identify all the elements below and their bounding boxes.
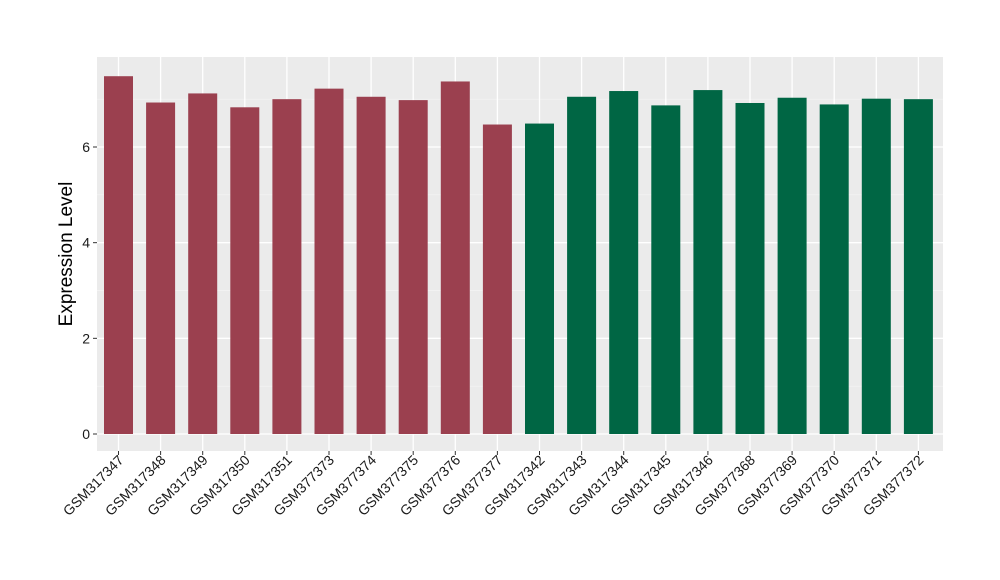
y-axis-title: Expression Level — [56, 182, 77, 327]
bar — [735, 102, 765, 434]
bar — [861, 98, 891, 435]
y-tick-label: 4 — [82, 235, 90, 251]
bar — [440, 81, 470, 435]
y-tick-label: 2 — [82, 330, 90, 346]
bar — [777, 97, 807, 435]
bar — [188, 93, 218, 434]
bar — [903, 99, 933, 435]
bar — [693, 90, 723, 434]
bar — [398, 100, 428, 434]
x-axis: GSM317347GSM317348GSM317349GSM317350GSM3… — [60, 451, 927, 519]
bar — [104, 76, 133, 434]
bar — [651, 105, 681, 434]
plot-panel — [97, 57, 943, 451]
bar — [230, 107, 260, 434]
bar — [482, 124, 512, 434]
bar — [525, 123, 554, 434]
y-tick-label: 6 — [82, 139, 90, 155]
bar — [272, 99, 302, 435]
bars — [104, 76, 933, 435]
bar — [819, 104, 849, 434]
bar — [567, 96, 597, 435]
y-axis: 0 2 4 6 — [82, 139, 97, 442]
bar — [356, 96, 386, 435]
bar — [146, 102, 176, 434]
bar — [314, 88, 344, 434]
bar — [609, 91, 639, 434]
y-tick-label: 0 — [82, 426, 90, 442]
